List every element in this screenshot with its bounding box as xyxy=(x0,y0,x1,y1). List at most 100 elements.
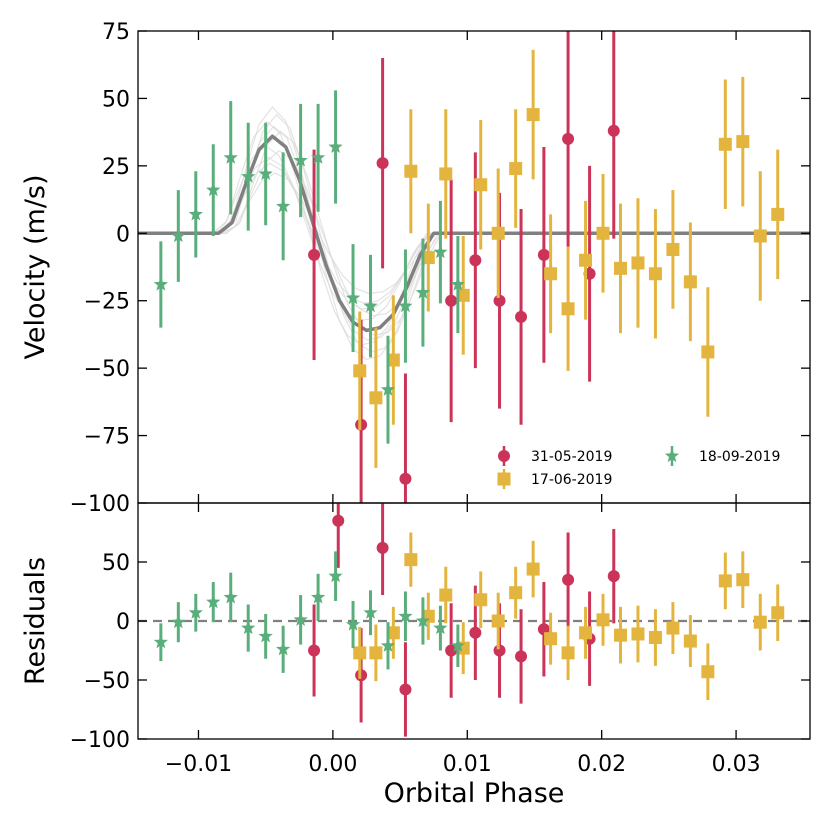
data-point xyxy=(526,108,540,122)
residuals-axis-label: Residuals xyxy=(20,557,51,685)
data-point xyxy=(561,302,575,316)
data-point xyxy=(469,626,482,639)
data-point xyxy=(579,253,593,267)
data-point xyxy=(404,553,418,567)
data-point xyxy=(631,627,645,641)
data-point xyxy=(258,166,273,180)
legend: 31-05-2019 17-06-2019 18-09-2019 xyxy=(497,446,780,489)
data-point xyxy=(450,277,465,291)
model-sample-curve xyxy=(138,145,804,322)
data-point xyxy=(493,644,506,657)
y-tick-label: 0 xyxy=(116,222,130,247)
data-point xyxy=(753,615,767,629)
data-point xyxy=(736,573,750,587)
legend-label: 18-09-2019 xyxy=(699,449,780,465)
x-tick-label: 0.02 xyxy=(577,752,626,777)
data-point xyxy=(474,178,488,192)
legend-item-31-05-2019: 31-05-2019 xyxy=(498,446,612,466)
y-tick-label: −100 xyxy=(70,492,130,517)
data-point xyxy=(369,646,383,660)
x-tick-label: 0.01 xyxy=(443,752,492,777)
data-point xyxy=(345,290,361,305)
series-17-06-2019 xyxy=(353,532,785,701)
data-point xyxy=(666,242,680,256)
data-point xyxy=(561,646,575,660)
data-point xyxy=(493,294,506,307)
data-point xyxy=(153,634,168,649)
data-point xyxy=(188,206,203,221)
series-17-06-2019 xyxy=(353,49,785,468)
data-point xyxy=(596,613,610,627)
y-tick-label: 50 xyxy=(102,87,130,112)
y-tick-label: −50 xyxy=(84,357,130,382)
data-point xyxy=(241,169,256,183)
data-point xyxy=(258,628,273,643)
data-point xyxy=(701,345,715,359)
data-point xyxy=(293,153,308,167)
x-tick-label: −0.01 xyxy=(165,752,232,777)
data-point xyxy=(718,574,732,588)
data-point xyxy=(328,568,343,583)
data-point xyxy=(491,226,505,240)
data-point xyxy=(308,644,321,657)
data-point xyxy=(607,124,620,137)
data-point xyxy=(579,626,593,640)
data-point xyxy=(153,277,168,291)
y-tick-label: 75 xyxy=(102,20,130,45)
data-point xyxy=(308,248,321,261)
y-tick-label: 25 xyxy=(102,155,130,180)
data-point xyxy=(515,650,528,663)
data-point xyxy=(363,605,378,619)
data-point xyxy=(276,198,291,213)
data-point xyxy=(544,267,558,281)
residuals-panel: −0.01 0.00 0.01 0.02 0.03 −100 −50 0 50 xyxy=(70,502,811,777)
data-point xyxy=(376,541,389,554)
data-point xyxy=(456,288,470,302)
data-point xyxy=(369,391,383,405)
data-point xyxy=(718,137,732,151)
data-point xyxy=(363,298,378,313)
data-point xyxy=(474,593,488,607)
data-point xyxy=(515,310,528,323)
data-point xyxy=(421,251,435,265)
plot-area xyxy=(138,31,810,503)
data-point xyxy=(666,621,680,635)
data-point xyxy=(188,605,203,619)
data-point xyxy=(399,683,412,696)
data-point xyxy=(631,256,645,270)
data-point xyxy=(206,182,221,197)
legend-label: 31-05-2019 xyxy=(531,449,612,465)
y-tick-label: −75 xyxy=(84,425,130,450)
data-point xyxy=(445,644,458,657)
data-point xyxy=(311,589,326,604)
series-18-09-2019 xyxy=(153,551,465,673)
data-point xyxy=(491,614,505,628)
data-point xyxy=(771,606,785,620)
data-point xyxy=(415,285,431,299)
data-point xyxy=(433,620,448,635)
data-point xyxy=(376,157,389,170)
x-tick-label: 0.00 xyxy=(308,752,357,777)
data-point xyxy=(353,646,367,660)
data-point xyxy=(648,267,662,281)
data-point xyxy=(171,614,186,629)
legend-marker xyxy=(498,450,510,462)
data-point xyxy=(509,162,523,176)
orbital-phase-axis-label: Orbital Phase xyxy=(384,778,565,809)
data-point xyxy=(736,135,750,149)
series-31-05-2019 xyxy=(308,31,620,503)
data-point xyxy=(223,589,238,604)
legend-label: 17-06-2019 xyxy=(531,472,612,488)
legend-marker xyxy=(664,448,680,463)
data-point xyxy=(171,228,186,243)
data-point xyxy=(399,472,412,485)
velocity-axis-label: Velocity (m/s) xyxy=(20,174,51,359)
data-point xyxy=(404,164,418,178)
data-point xyxy=(398,298,413,313)
series-18-09-2019 xyxy=(153,90,465,444)
data-point xyxy=(683,275,697,289)
data-point xyxy=(223,150,238,164)
data-point xyxy=(613,628,627,642)
data-point xyxy=(607,570,620,583)
model-sample-curve xyxy=(140,172,810,295)
